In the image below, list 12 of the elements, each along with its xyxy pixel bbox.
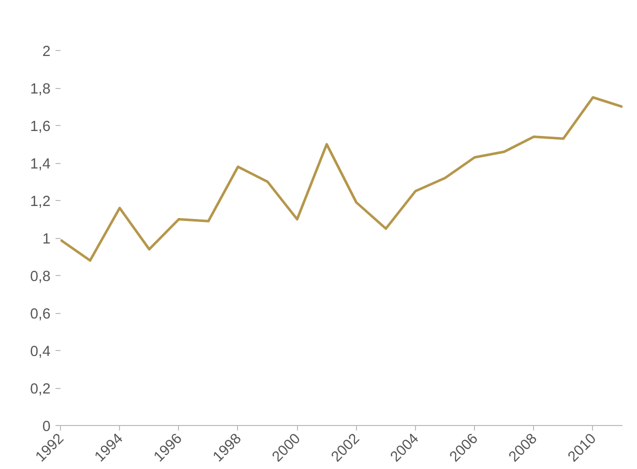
y-tick-label: 0 — [42, 419, 51, 435]
y-tick-label: 0,6 — [30, 306, 50, 322]
y-tick-label: 0,4 — [30, 344, 50, 360]
y-tick-label: 1,4 — [30, 156, 50, 172]
y-tick-label: 2 — [42, 44, 51, 60]
y-tick-label: 0,8 — [30, 269, 50, 285]
y-tick-label: 1,6 — [30, 119, 50, 135]
y-tick-label: 0,2 — [30, 382, 50, 398]
y-tick-label: 1,8 — [30, 82, 50, 98]
y-tick-label: 1,2 — [30, 194, 50, 210]
y-tick-label: 1 — [42, 232, 51, 248]
line-series — [60, 96, 622, 262]
